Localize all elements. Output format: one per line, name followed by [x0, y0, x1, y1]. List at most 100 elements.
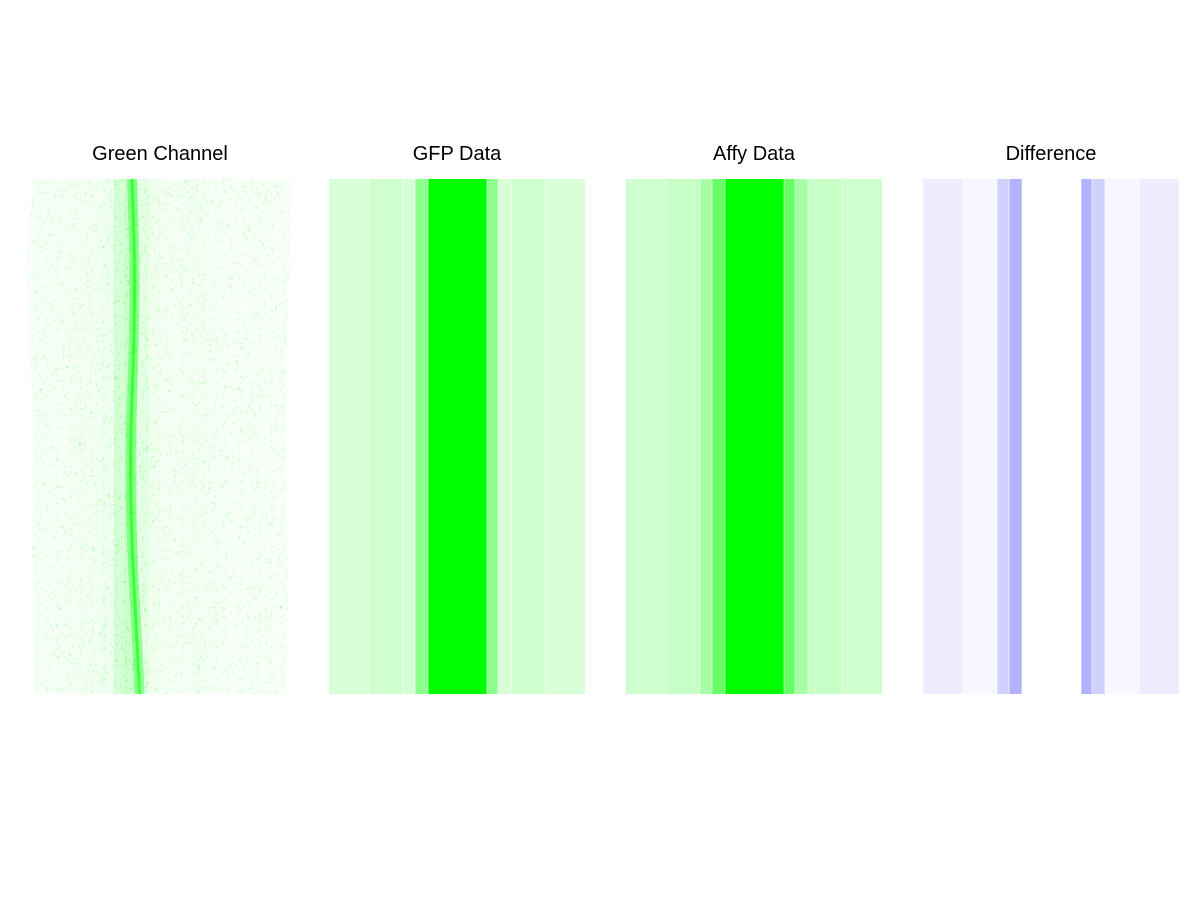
- speckle: [219, 203, 222, 205]
- speckle: [79, 622, 82, 624]
- speckle: [123, 600, 126, 603]
- speckle: [293, 357, 294, 359]
- speckle: [130, 329, 133, 331]
- speckle: [280, 563, 283, 565]
- speckle: [118, 652, 120, 655]
- speckle: [196, 682, 199, 685]
- speckle: [288, 205, 291, 207]
- speckle: [208, 627, 210, 630]
- speckle: [103, 414, 106, 417]
- speckle: [289, 548, 292, 551]
- speckle: [95, 503, 98, 505]
- speckle: [73, 373, 76, 376]
- speckle: [46, 504, 49, 507]
- speckle: [62, 390, 65, 393]
- speckle: [178, 246, 180, 249]
- speckle: [108, 228, 111, 230]
- speckle: [224, 333, 226, 336]
- speckle: [159, 341, 161, 344]
- speckle: [103, 598, 106, 601]
- speckle: [179, 392, 182, 395]
- speckle: [244, 549, 246, 551]
- speckle: [162, 411, 164, 413]
- speckle: [290, 300, 292, 303]
- speckle: [185, 630, 188, 633]
- speckle: [148, 508, 151, 511]
- speckle: [280, 190, 282, 193]
- speckle: [279, 350, 282, 353]
- speckle: [180, 204, 183, 207]
- speckle: [117, 225, 119, 227]
- speckle: [142, 361, 145, 363]
- speckle: [114, 333, 116, 335]
- speckle: [62, 472, 65, 474]
- speckle: [108, 494, 110, 497]
- speckle: [129, 554, 132, 557]
- speckle: [126, 273, 129, 276]
- speckle: [95, 287, 97, 290]
- speckle: [195, 484, 197, 487]
- speckle: [31, 630, 33, 632]
- speckle: [254, 692, 256, 694]
- speckle: [142, 209, 145, 212]
- speckle: [48, 407, 51, 409]
- speckle: [237, 261, 240, 264]
- speckle: [126, 227, 129, 230]
- speckle: [144, 233, 147, 236]
- speckle: [166, 453, 169, 456]
- speckle: [222, 425, 225, 427]
- speckle: [135, 235, 137, 238]
- speckle: [75, 342, 78, 345]
- speckle: [263, 692, 266, 694]
- speckle: [213, 602, 215, 605]
- speckle: [290, 549, 292, 552]
- speckle: [30, 652, 32, 654]
- speckle: [213, 548, 215, 551]
- speckle: [103, 678, 106, 681]
- speckle: [28, 429, 31, 432]
- speckle: [58, 607, 61, 610]
- speckle: [201, 186, 203, 189]
- speckle: [242, 190, 245, 192]
- speckle: [218, 460, 221, 463]
- speckle: [155, 460, 157, 462]
- speckle: [114, 451, 117, 454]
- speckle: [225, 451, 227, 453]
- speckle: [257, 486, 260, 488]
- speckle: [186, 339, 189, 341]
- speckle: [193, 588, 196, 590]
- speckle: [56, 642, 59, 645]
- speckle: [277, 336, 279, 338]
- speckle: [101, 461, 104, 464]
- speckle: [195, 233, 198, 236]
- speckle: [125, 495, 127, 497]
- speckle: [161, 663, 163, 666]
- speckle: [46, 689, 48, 691]
- speckle: [57, 519, 59, 521]
- speckle: [69, 626, 71, 629]
- speckle: [255, 677, 257, 680]
- speckle: [46, 605, 48, 608]
- speckle: [104, 677, 107, 680]
- speckle: [246, 209, 248, 211]
- speckle: [177, 667, 179, 670]
- speckle: [35, 585, 38, 588]
- speckle: [42, 662, 45, 665]
- speckle: [129, 360, 132, 362]
- speckle: [248, 229, 250, 231]
- speckle: [229, 282, 232, 284]
- speckle: [102, 555, 104, 557]
- speckle: [123, 349, 126, 352]
- speckle: [153, 401, 155, 403]
- speckle: [240, 481, 243, 483]
- speckle: [162, 404, 164, 406]
- speckle: [125, 318, 127, 321]
- speckle: [115, 660, 118, 663]
- speckle: [153, 366, 156, 369]
- speckle: [180, 423, 183, 426]
- speckle: [143, 560, 146, 562]
- speckle: [144, 592, 147, 594]
- speckle: [137, 586, 139, 588]
- speckle: [35, 304, 38, 306]
- speckle: [118, 179, 120, 182]
